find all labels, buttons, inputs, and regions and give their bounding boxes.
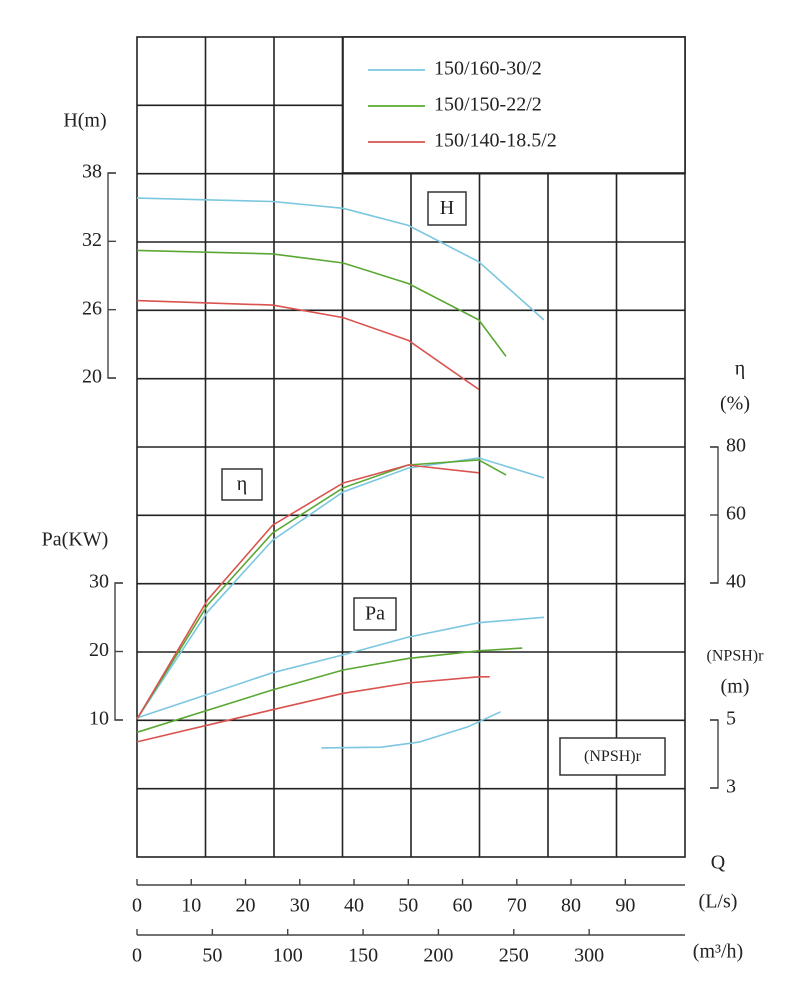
x-tick-label: 300 — [574, 945, 604, 967]
x-tick-label: 30 — [290, 895, 310, 917]
y-tick-label: 32 — [82, 229, 102, 251]
curve-box-label: H — [440, 197, 454, 219]
y-tick-label: 60 — [726, 503, 746, 525]
y-tick-label: 30 — [89, 571, 109, 593]
curve — [136, 647, 523, 734]
y-tick-label: 20 — [89, 639, 109, 661]
curve-box — [427, 191, 467, 226]
x-tick-label: 100 — [273, 945, 303, 967]
y-axis-bracket — [107, 172, 116, 379]
x-axis-label: (m³/h) — [693, 941, 743, 963]
x-tick-label: 200 — [423, 945, 453, 967]
curve-box — [221, 468, 263, 501]
y-axis-label: Pa(KW) — [42, 529, 109, 551]
x-tick-label: 80 — [561, 895, 581, 917]
y-tick-label: 40 — [726, 571, 746, 593]
curve — [136, 299, 480, 391]
y-axis-label: η — [735, 358, 745, 380]
x-axis-label: (L/s) — [699, 891, 738, 913]
x-tick-label: 50 — [398, 895, 418, 917]
curve-box-label: η — [237, 473, 247, 495]
y-axis-label: H(m) — [63, 110, 106, 132]
y-tick-label: 26 — [82, 297, 102, 319]
x-tick-label: 250 — [499, 945, 529, 967]
y-tick-label: 80 — [726, 435, 746, 457]
x-tick-label: 0 — [132, 945, 142, 967]
curve — [136, 457, 545, 720]
x-tick-label: 90 — [615, 895, 635, 917]
x-tick-label: 10 — [181, 895, 201, 917]
x-tick-label: 60 — [453, 895, 473, 917]
y-tick-label: 20 — [82, 366, 102, 388]
y-axis-label: (%) — [720, 393, 750, 415]
curve — [136, 676, 490, 743]
x-tick-label: 20 — [236, 895, 256, 917]
legend — [342, 36, 686, 174]
x-tick-label: 70 — [507, 895, 527, 917]
y-axis-label: (m) — [721, 676, 750, 698]
curve — [136, 459, 507, 720]
curve — [136, 197, 545, 321]
curve — [136, 616, 544, 719]
legend-label: 150/150-22/2 — [434, 94, 542, 116]
y-axis-label: (NPSH)r — [707, 648, 765, 665]
curve-box — [559, 737, 666, 776]
curve — [321, 711, 501, 749]
curve — [136, 249, 507, 357]
x-tick-label: 40 — [344, 895, 364, 917]
y-tick-label: 5 — [726, 708, 736, 730]
curve-box-label: (NPSH)r — [584, 748, 642, 765]
y-tick-label: 10 — [89, 708, 109, 730]
y-axis-bracket — [710, 719, 719, 789]
x-tick-label: 150 — [348, 945, 378, 967]
y-tick-label: 38 — [82, 161, 102, 183]
x-tick-label: 0 — [132, 895, 142, 917]
curve — [136, 464, 479, 720]
x-tick-label: 50 — [202, 945, 222, 967]
curve-box — [353, 597, 397, 631]
legend-label: 150/140-18.5/2 — [434, 130, 557, 152]
y-tick-label: 3 — [726, 776, 736, 798]
legend-label: 150/160-30/2 — [434, 58, 542, 80]
x-axis-title: Q — [711, 852, 726, 874]
curve-box-label: Pa — [365, 603, 385, 625]
